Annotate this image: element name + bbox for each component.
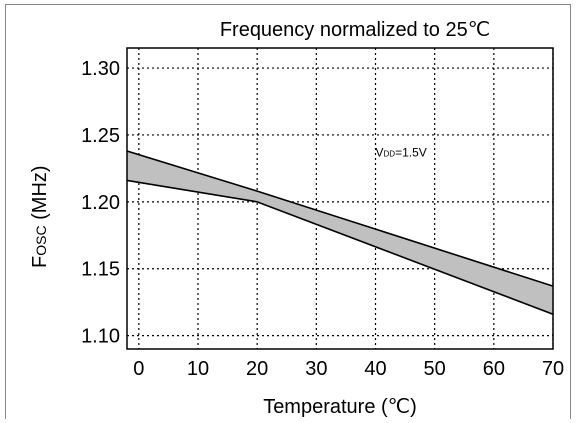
vdd-annotation: VDD=1.5V (376, 145, 427, 159)
x-tick-labels: 0 10 20 30 40 50 60 70 (133, 358, 564, 380)
y-axis-label: FOSC (MHz) (29, 165, 51, 268)
lower-bound-line (126, 179, 554, 315)
chart-frame (5, 4, 571, 419)
y-tick-label: 1.20 (81, 192, 120, 214)
x-tick-label: 20 (246, 358, 268, 380)
x-tick-label: 50 (424, 358, 446, 380)
y-axis-label-sub: OSC (33, 225, 49, 255)
x-tick-label: 70 (542, 358, 564, 380)
y-tick-label: 1.30 (81, 58, 120, 80)
x-tick-label: 40 (364, 358, 386, 380)
grid-lines (127, 48, 554, 349)
y-tick-label: 1.15 (81, 259, 120, 281)
y-axis-label-main: F (29, 256, 51, 268)
vdd-annotation-sub: DD (384, 149, 396, 158)
vdd-annotation-main: V (376, 145, 384, 159)
x-axis-label: Temperature (℃) (263, 396, 417, 418)
y-tick-label: 1.10 (81, 326, 120, 348)
x-tick-label: 30 (305, 358, 327, 380)
chart-title: Frequency normalized to 25℃ (220, 19, 490, 41)
vdd-annotation-rest: =1.5V (395, 145, 427, 159)
x-tick-label: 60 (483, 358, 505, 380)
x-tick-label: 10 (187, 358, 209, 380)
y-tick-label: 1.25 (81, 125, 120, 147)
upper-bound-line (126, 150, 554, 287)
y-axis-label-unit: (MHz) (29, 165, 51, 225)
x-tick-label: 0 (133, 358, 144, 380)
plot-area-border (126, 47, 554, 350)
y-tick-labels: 1.10 1.15 1.20 1.25 1.30 (81, 58, 120, 348)
